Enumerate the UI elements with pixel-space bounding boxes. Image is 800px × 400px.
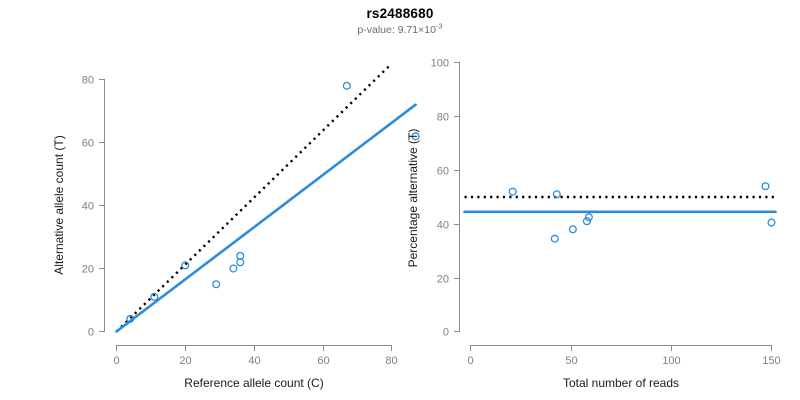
right-y-ticklabel-60: 60 [437,166,449,178]
left-x-ticklabel-80: 80 [385,355,397,367]
right-y-axis-title: Percentage alternative (T) [406,129,420,268]
left-y-ticklabel-60: 60 [82,138,94,150]
left-y-ticklabel-40: 40 [82,201,94,213]
left-reference-line [115,62,393,333]
data-point [150,292,159,301]
left-x-ticklabel-40: 40 [248,355,260,367]
right-x-axis-title: Total number of reads [563,376,679,390]
left-x-ticklabel-60: 60 [317,355,329,367]
data-point [767,218,776,227]
data-point [584,213,593,222]
left-fit-line-group [115,103,417,333]
data-point [212,280,221,289]
right-y-ticklabel-20: 20 [437,274,449,286]
right-x-ticklabel-100: 100 [662,355,680,367]
data-point [552,190,561,199]
right-y-ticklabel-40: 40 [437,220,449,232]
data-point [582,217,591,226]
left-fit-line [115,103,417,333]
data-point [411,132,420,141]
right-panel: 100 80 60 40 20 0 Percentage alternative… [406,58,781,391]
left-reference-line-group [115,62,393,333]
left-x-axis-title: Reference allele count (C) [184,376,323,390]
data-point [181,261,190,270]
data-point [342,81,351,90]
left-scatter-points [126,81,420,323]
left-x-ticklabel-20: 20 [179,355,191,367]
right-y-ticklabel-0: 0 [443,327,449,339]
data-point [229,264,238,273]
left-panel: 80 60 40 20 0 Alternative allele count (… [52,62,420,390]
right-y-ticklabel-100: 100 [431,58,449,70]
left-y-ticklabel-80: 80 [82,75,94,87]
left-y-ticklabel-0: 0 [88,327,94,339]
left-y-axis-title: Alternative allele count (T) [52,135,66,274]
left-y-ticklabel-20: 20 [82,264,94,276]
right-x-ticklabel-0: 0 [467,355,473,367]
left-x-ticklabel-0: 0 [113,355,119,367]
right-scatter-points [508,182,776,243]
data-point [568,225,577,234]
right-x-ticklabel-150: 150 [762,355,780,367]
data-point [126,314,135,323]
data-point [508,187,517,196]
right-x-ticklabel-50: 50 [565,355,577,367]
data-point [550,234,559,243]
data-point [761,182,770,191]
right-y-ticklabel-80: 80 [437,112,449,124]
data-point [236,258,245,267]
